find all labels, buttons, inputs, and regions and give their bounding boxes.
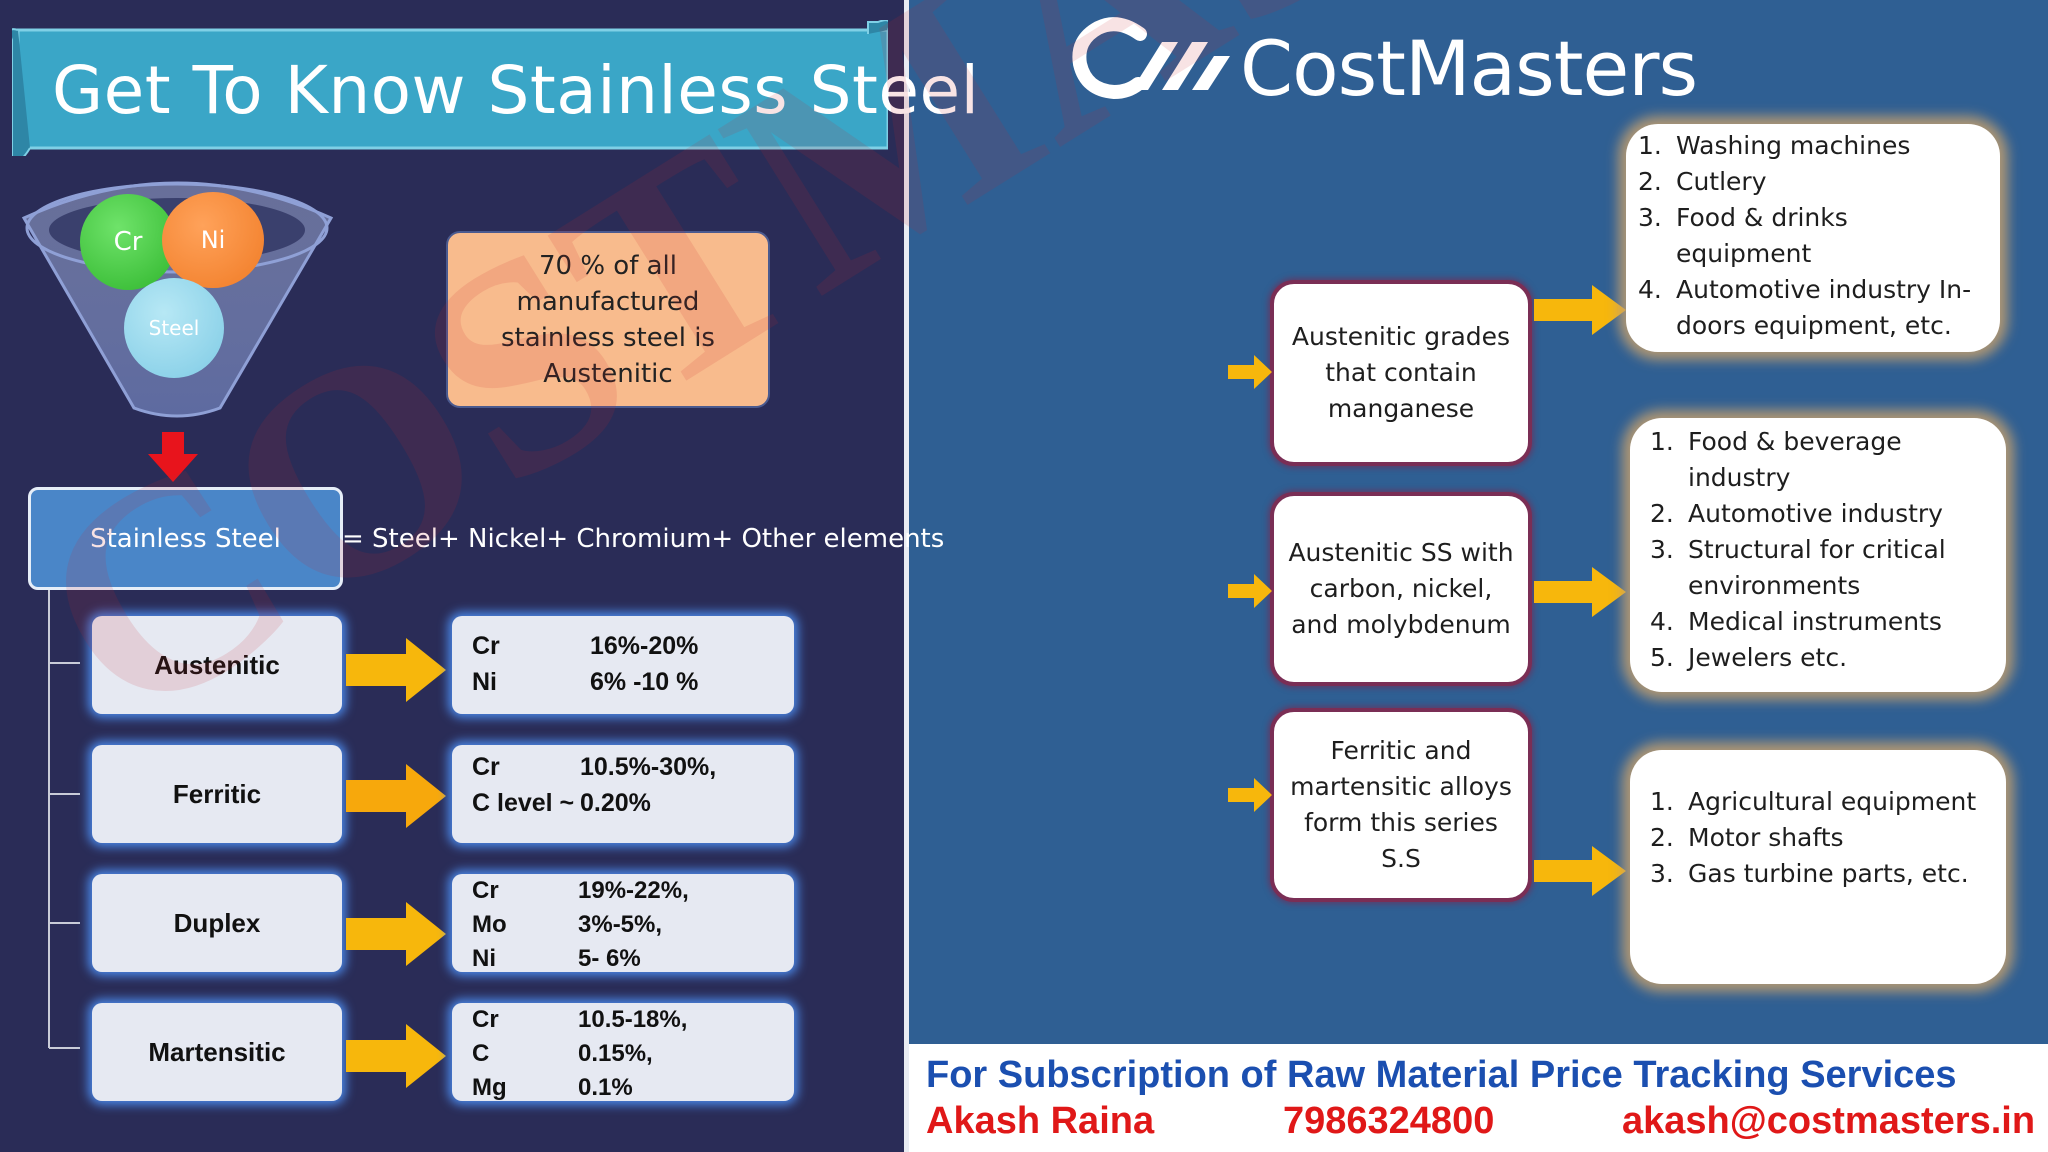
chromium-circle: Cr [80, 194, 176, 290]
stainless-steel-equation: = Steel+ Nickel+ Chromium+ Other element… [342, 524, 945, 554]
element-label: Cr [472, 1006, 499, 1033]
logo-text: CostMasters [1240, 24, 1698, 113]
applications-ferritic-martensitic: 1. Agricultural equipment 2. Motor shafts … [1630, 750, 2006, 984]
stainless-steel-box: Stainless Steel [28, 487, 343, 590]
right-arrow-icon [1534, 567, 1626, 617]
element-value: 6% -10 % [590, 668, 699, 696]
composition-ferritic: Cr 10.5%-30%, C level ~0.20% [452, 745, 794, 843]
right-arrow-icon [346, 1024, 446, 1088]
page-title: Get To Know Stainless Steel [52, 52, 980, 129]
right-arrow-icon [346, 902, 446, 966]
list-item: 1. Washing machines [1638, 131, 1911, 160]
right-arrow-icon [1228, 574, 1272, 608]
element-value: 0.15%, [578, 1040, 653, 1067]
costmasters-logo-icon [1072, 17, 1230, 100]
element-value: 19%-22%, [578, 877, 689, 904]
grade-box-carbon-nickel-molybdenum: Austenitic SS with carbon, nickel, and m… [1270, 492, 1532, 686]
list-item: 2. Motor shafts [1650, 823, 1844, 852]
tree-connector-lines [48, 590, 80, 1049]
right-arrow-icon [346, 764, 446, 828]
list-item: 2. Cutlery [1638, 167, 1767, 196]
element-label: Mg [472, 1074, 507, 1101]
element-value: 10.5-18%, [578, 1006, 688, 1033]
type-austenitic: Austenitic [92, 616, 342, 714]
composition-duplex: Cr 19%-22%, Mo 3%-5%, Ni 5- 6% [452, 874, 794, 972]
element-label: Mo [472, 911, 507, 938]
list-item: 1. Food & beverage industry [1650, 427, 1902, 492]
right-arrow-icon [1534, 846, 1626, 896]
list-item: 5. Jewelers etc. [1650, 643, 1848, 672]
grade-box-ferritic-martensitic: Ferritic and martensitic alloys form thi… [1270, 708, 1532, 902]
footer-contact-phone: 7986324800 [1283, 1100, 1495, 1142]
element-value: 0.1% [578, 1074, 633, 1101]
element-label: C level ~ [472, 789, 575, 817]
footer-subscription-text: For Subscription of Raw Material Price T… [926, 1054, 1957, 1096]
element-value: 0.20% [580, 789, 651, 817]
list-item: 3. Structural for critical environments [1650, 535, 1946, 600]
list-item: 3. Food & drinks equipment [1638, 203, 1848, 268]
composition-austenitic: Cr 16%-20% Ni 6% -10 % [452, 616, 794, 714]
list-item: 1. Agricultural equipment [1650, 787, 1977, 816]
austenitic-share-note: 70 % of all manufactured stainless steel… [446, 231, 770, 408]
list-item: 2. Automotive industry [1650, 499, 1943, 528]
element-value: 10.5%-30%, [580, 753, 717, 781]
element-label: Ni [472, 668, 497, 696]
panel-divider [904, 0, 909, 1152]
list-item: 3. Gas turbine parts, etc. [1650, 859, 1969, 888]
element-label: Cr [472, 753, 500, 781]
applications-manganese: 1. Washing machines 2. Cutlery 3. Food & dr… [1626, 124, 2000, 352]
right-arrow-icon [1228, 355, 1272, 389]
element-label: C [472, 1040, 490, 1067]
element-value: 5- 6% [578, 945, 641, 972]
element-label: Ni [472, 945, 496, 972]
applications-carbon-nickel-molybdenum: 1. Food & beverage industry 2. Automotive … [1630, 418, 2006, 692]
element-value: 3%-5%, [578, 911, 663, 938]
steel-circle: Steel [124, 278, 224, 378]
grade-box-manganese: Austenitic grades that contain manganese [1270, 280, 1532, 466]
right-arrow-icon [1228, 778, 1272, 812]
type-martensitic: Martensitic [92, 1003, 342, 1101]
element-label: Cr [472, 877, 499, 904]
type-duplex: Duplex [92, 874, 342, 972]
down-arrow-icon [148, 432, 198, 482]
type-ferritic: Ferritic [92, 745, 342, 843]
element-label: Cr [472, 632, 500, 660]
composition-martensitic: Cr 10.5-18%, C 0.15%, Mg 0.1% [452, 1003, 794, 1101]
title-banner [12, 20, 888, 156]
element-value: 16%-20% [590, 632, 699, 660]
right-arrow-icon [346, 638, 446, 702]
list-item: 4. Medical instruments [1650, 607, 1942, 636]
footer-contact-email: akash@costmasters.in [1622, 1100, 2036, 1142]
footer-contact-name: Akash Raina [926, 1100, 1155, 1142]
footer: For Subscription of Raw Material Price T… [906, 1044, 2048, 1152]
nickel-circle: Ni [162, 192, 264, 288]
list-item: 4. Automotive industry In-doors equipment… [1638, 275, 1972, 340]
right-arrow-icon [1534, 285, 1626, 335]
